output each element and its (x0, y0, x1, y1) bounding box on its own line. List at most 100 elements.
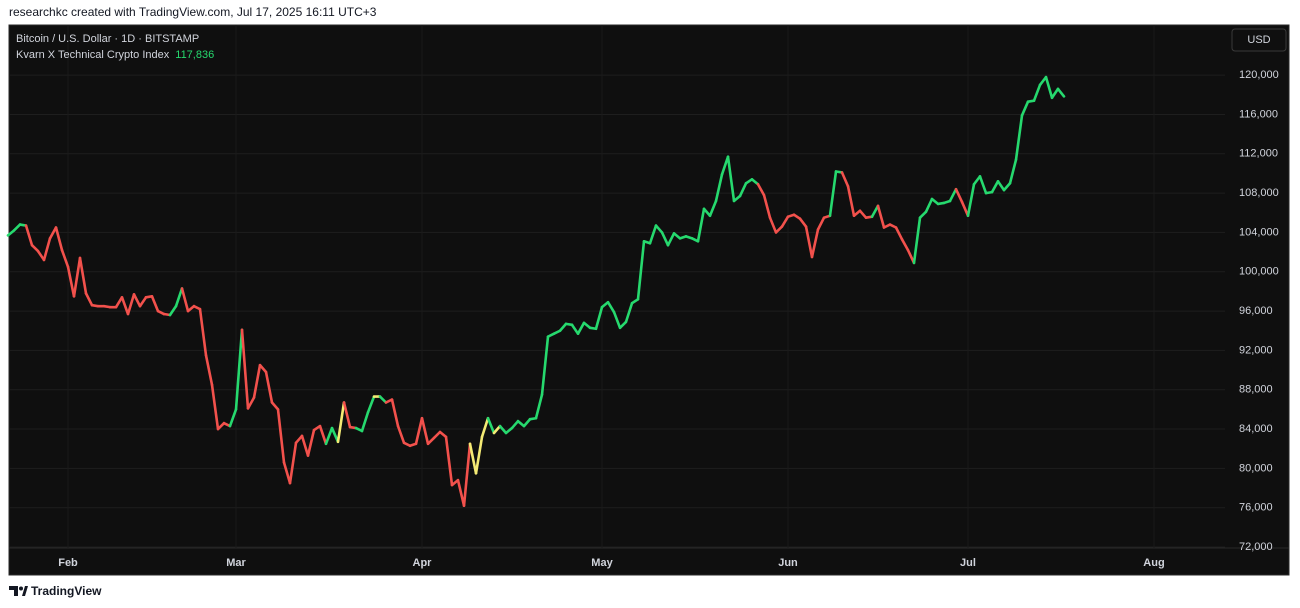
line-segment (1032, 83, 1042, 102)
y-tick-label: 120,000 (1239, 69, 1279, 81)
line-segment (924, 197, 934, 214)
subtitle: Bitcoin / U.S. Dollar · 1D · BITSTAMP (16, 33, 199, 45)
line-segment (270, 401, 280, 411)
line-segment (594, 305, 604, 331)
line-segment (432, 430, 442, 440)
credit: researchkc created with TradingView.com,… (9, 5, 377, 19)
line-segment (72, 256, 82, 298)
line-segment (816, 216, 826, 231)
line-segment (612, 310, 622, 330)
line-segment (360, 411, 370, 433)
line-segment (714, 173, 724, 203)
currency[interactable]: USD (1247, 34, 1270, 46)
labels: 72,000 76,000 80,000 84,000 88,000 92,000 96,0… (58, 69, 1279, 569)
line-segment (282, 461, 292, 485)
line-segment (306, 428, 316, 457)
line-segment (480, 416, 490, 439)
line-segment (54, 226, 64, 252)
line-segment (24, 224, 34, 247)
plot-panel (8, 24, 1290, 576)
line-segment (126, 293, 136, 316)
line-segment (324, 426, 334, 446)
line-segment (258, 363, 268, 374)
line-segment (492, 424, 502, 435)
x-tick-label: May (591, 557, 613, 569)
line-segment (318, 424, 328, 446)
line-segment (966, 182, 976, 218)
brand: TradingView (31, 584, 102, 598)
line-segment (252, 363, 262, 399)
line-segment (426, 436, 436, 446)
line-segment (660, 231, 670, 247)
currency-button[interactable] (1231, 28, 1287, 52)
line-segment (168, 304, 178, 317)
line-segment (1002, 181, 1012, 192)
line-segment (210, 383, 220, 431)
line-segment (138, 296, 148, 308)
legend-name: Kvarn X Technical Crypto Index (16, 49, 170, 61)
legend-value: 117,836 (175, 49, 214, 61)
line-segment (114, 296, 124, 309)
line-segment (606, 300, 616, 314)
line-segment (336, 401, 346, 444)
line-segment (474, 435, 484, 475)
x-tick-label: Aug (1143, 557, 1164, 569)
line-segment (330, 426, 340, 444)
line-segment (486, 416, 496, 435)
line-segment (828, 170, 838, 218)
line-segment (288, 441, 298, 485)
line-segment (810, 228, 820, 259)
line-segment (150, 295, 160, 313)
line-segment (30, 243, 40, 253)
line-segment (840, 171, 850, 188)
line-segment (498, 424, 508, 435)
line-segment (246, 396, 256, 410)
line-segment (726, 155, 736, 203)
line-segment (78, 256, 88, 295)
line-segment (228, 408, 238, 428)
y-tick-label: 76,000 (1239, 502, 1273, 514)
line-segment (174, 287, 184, 308)
line-segment (738, 181, 748, 198)
line-segment (204, 354, 214, 387)
line-segment (972, 175, 982, 186)
line-segment (900, 238, 910, 252)
x-tick-label: Mar (226, 557, 246, 569)
line-segment (654, 224, 664, 234)
line-segment (1050, 87, 1060, 100)
x-tick-label: Apr (413, 557, 433, 569)
line-segment (378, 395, 388, 404)
line-segment (1020, 100, 1030, 117)
line-segment (1038, 75, 1048, 87)
y-tick-label: 112,000 (1239, 148, 1278, 160)
line-segment (42, 237, 52, 262)
line-segment (576, 321, 586, 335)
line-segment (510, 419, 520, 430)
line-segment (84, 292, 94, 307)
line-segment (708, 199, 718, 218)
line-segment (666, 232, 676, 247)
price-line (6, 75, 1066, 508)
line-segment (264, 370, 274, 404)
brand-logo (9, 586, 28, 596)
line-segment (540, 335, 550, 396)
line-segment (462, 442, 472, 508)
line-segment (762, 193, 772, 219)
line-segment (396, 424, 406, 445)
line-segment (558, 322, 568, 333)
y-tick-label: 84,000 (1239, 423, 1273, 435)
line-segment (414, 416, 424, 446)
grid (9, 25, 1225, 548)
line-segment (912, 216, 922, 265)
line-segment (960, 200, 970, 218)
line-segment (1008, 158, 1018, 185)
x-tick-label: Jun (778, 557, 798, 569)
line-segment (132, 293, 142, 308)
line-segment (1056, 87, 1066, 98)
line-segment (234, 328, 244, 411)
line-segment (990, 180, 1000, 194)
y-tick-label: 116,000 (1239, 108, 1278, 120)
line-segment (120, 296, 130, 316)
line-segment (240, 328, 250, 410)
line-segment (804, 225, 814, 259)
